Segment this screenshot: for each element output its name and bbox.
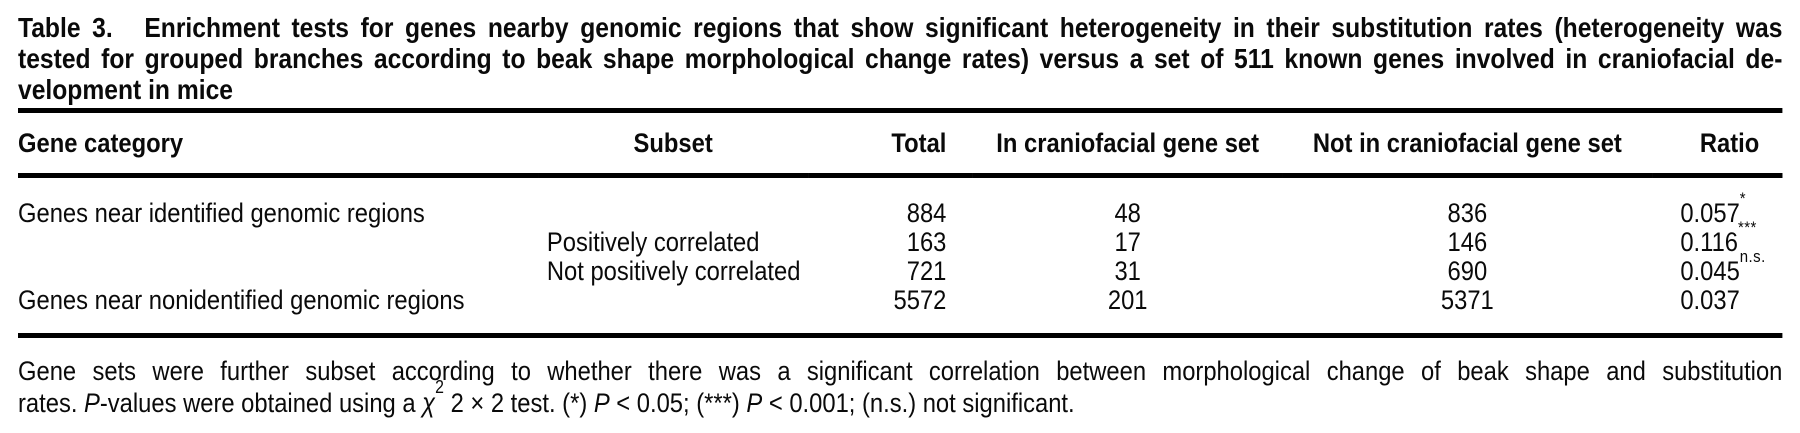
table-row: Genes near identified genomic regions 88… (18, 176, 1782, 229)
column-header-not-in-set: Not in craniofacial gene set (1282, 113, 1653, 178)
footnote-line-1: Gene sets were further subset according … (18, 356, 1783, 386)
column-header-gene-category: Gene category (18, 113, 539, 178)
table-number-label: Table 3. (18, 12, 113, 43)
cell-subset: Positively correlated (546, 227, 760, 257)
table-row: Genes near nonidentified genomic regions… (18, 286, 1782, 333)
cell-not-in-set: 836 (1447, 198, 1488, 228)
footnote-text: < 0.05; (***) (609, 388, 747, 418)
footnote-text: 2 × 2 test. (*) (443, 388, 594, 418)
ratio-value: 0.116 (1680, 227, 1739, 257)
rule-top (18, 108, 1783, 113)
cell-gene-category: Genes near identified genomic regions (18, 198, 425, 228)
cell-total: 884 (906, 198, 947, 228)
italic-p: P (84, 388, 100, 418)
cell-total: 163 (906, 227, 947, 257)
footnote-text: -values were obtained using a (99, 388, 423, 418)
ratio-value: 0.037 (1680, 285, 1740, 315)
cell-gene-category (18, 228, 538, 257)
table-row: Not positively correlated 721 31 690 0.0… (18, 248, 1782, 286)
cell-subset (538, 286, 808, 333)
ratio-significance: n.s. (1739, 247, 1766, 267)
ratio-significance: * (1739, 189, 1747, 209)
footnote-line-2: rates. P-values were obtained using a χ2… (18, 378, 1782, 419)
cell-subset: Not positively correlated (546, 256, 801, 286)
cell-not-in-set: 690 (1447, 256, 1488, 286)
enrichment-table: Gene category Subset Total In craniofaci… (18, 113, 1783, 333)
chi-exponent: 2 (435, 377, 444, 397)
italic-p: P (746, 388, 763, 418)
cell-not-in-set: 146 (1447, 227, 1488, 257)
column-header-ratio: Ratio (1652, 113, 1783, 178)
cell-total: 5572 (893, 285, 947, 315)
column-header-subset: Subset (538, 113, 809, 178)
ratio-value: 0.057 (1680, 198, 1740, 228)
rule-bottom (18, 333, 1783, 338)
caption-line-2: tested for grouped branches according to… (18, 43, 1783, 74)
cell-total: 721 (906, 256, 947, 286)
footnote-text: < 0.001; (n.s.) not significant. (762, 388, 1075, 418)
cell-in-set: 201 (1107, 285, 1148, 315)
ratio-value: 0.045 (1680, 256, 1740, 286)
table-footnote: Gene sets were further subset according … (18, 355, 1782, 419)
chi-symbol: χ (422, 388, 436, 418)
column-header-in-set: In craniofacial gene set (972, 113, 1283, 178)
cell-in-set: 48 (1114, 198, 1141, 228)
cell-gene-category: Genes near nonidentified genomic regions (18, 285, 465, 315)
cell-ratio: 0.037 (1652, 286, 1782, 333)
cell-in-set: 17 (1114, 227, 1141, 257)
cell-gene-category (18, 257, 538, 286)
cell-ratio: 0.045n.s. (1652, 248, 1782, 286)
table-row: Positively correlated 163 17 146 0.116**… (18, 219, 1782, 257)
ratio-significance: *** (1738, 218, 1757, 238)
caption-line-1: Table 3. Enrichment tests for genes nearb… (18, 12, 1782, 43)
cell-in-set: 31 (1114, 256, 1141, 286)
column-header-total: Total (808, 113, 973, 178)
table-caption: Table 3. Enrichment tests for genes nearb… (18, 12, 1782, 105)
caption-text-1: Enrichment tests for genes nearby genomi… (144, 12, 1783, 43)
cell-ratio: 0.116*** (1652, 219, 1782, 257)
cell-not-in-set: 5371 (1440, 285, 1494, 315)
italic-p: P (593, 388, 610, 418)
footnote-text: rates. (18, 388, 85, 418)
table-header-row: Gene category Subset Total In craniofaci… (18, 113, 1783, 178)
caption-line-3: velopment in mice (18, 74, 233, 105)
cell-ratio: 0.057* (1652, 176, 1782, 229)
content-wrapper: Table 3. Enrichment tests for genes nearb… (18, 12, 1783, 419)
cell-subset (538, 176, 808, 229)
